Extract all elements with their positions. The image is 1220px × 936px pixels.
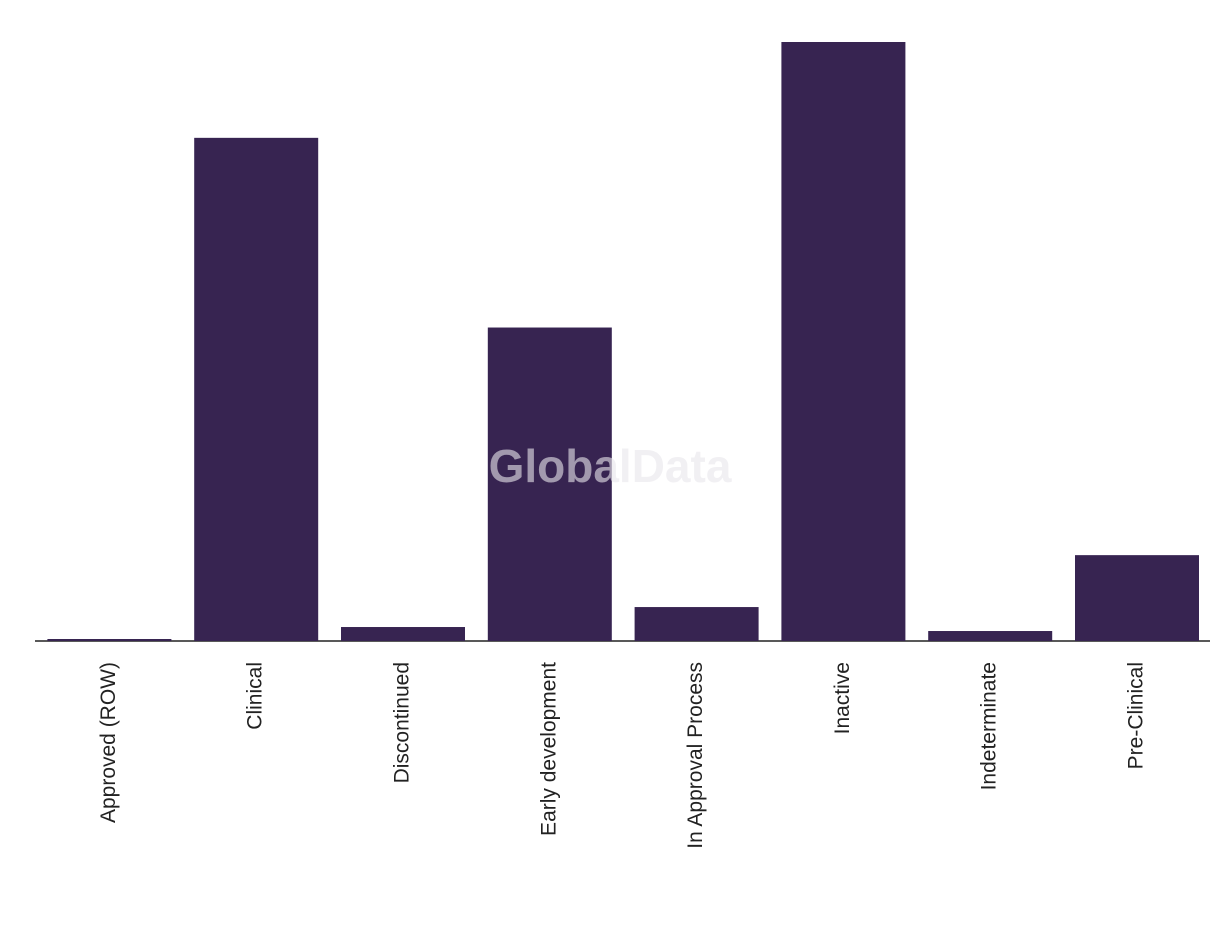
x-tick-label: Approved (ROW) xyxy=(97,662,120,823)
x-tick-label: Pre-Clinical xyxy=(1125,662,1148,769)
x-tick-label: Inactive xyxy=(831,662,854,734)
watermark: GlobalData xyxy=(489,440,732,492)
bar xyxy=(781,42,906,641)
x-tick-label: In Approval Process xyxy=(684,662,707,849)
x-tick-label: Discontinued xyxy=(391,662,414,783)
x-tick-label: Clinical xyxy=(244,662,267,730)
bar xyxy=(1075,555,1199,641)
bar xyxy=(634,607,759,641)
x-tick-label: Indeterminate xyxy=(978,662,1001,790)
bar xyxy=(341,627,465,641)
bar xyxy=(487,327,612,641)
bar xyxy=(928,631,1053,641)
x-tick-label: Early development xyxy=(537,662,560,836)
bar xyxy=(194,137,319,641)
bar xyxy=(47,639,172,641)
